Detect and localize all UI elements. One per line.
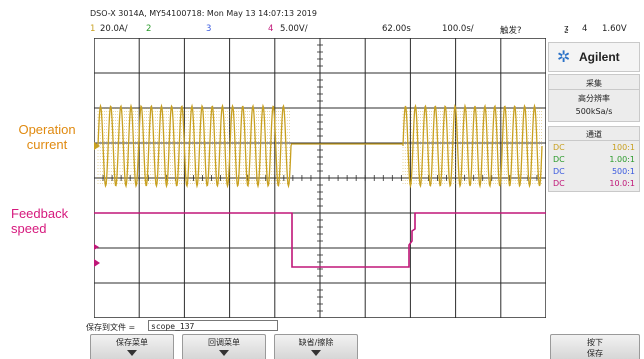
down-arrow-icon (219, 350, 229, 356)
ch2-coupling: DC (553, 155, 565, 164)
ch4-coupling: DC (553, 179, 565, 188)
ch4-number: 4 (268, 24, 274, 34)
operation-current-line1: Operation (18, 122, 76, 137)
brand-name: Agilent (579, 50, 620, 64)
default-erase-softkey[interactable]: 缺省/擦除 (274, 334, 358, 359)
ch1-probe-ratio: 100:1 (611, 143, 635, 152)
channel1-ground-marker[interactable] (94, 142, 100, 150)
channels-title: 通道 (549, 129, 639, 141)
press-to-save-softkey[interactable]: 按下 保存 (550, 334, 640, 359)
trigger-slope-icon: ƺ (564, 24, 569, 34)
default-erase-label: 缺省/擦除 (298, 338, 334, 347)
channels-panel[interactable]: 通道 DC 100:1 DC 1.00:1 DC 500:1 DC 10.0:1 (548, 126, 640, 192)
grid-lines (94, 38, 546, 318)
trigger-level: 1.60V (602, 24, 627, 34)
brand-panel: ✲ Agilent (548, 42, 640, 72)
channel4-ground-marker[interactable] (94, 259, 100, 267)
channel-row-2[interactable]: DC 1.00:1 (553, 155, 635, 166)
recall-menu-label: 回调菜单 (208, 338, 240, 347)
time-offset: 62.00s (382, 24, 411, 34)
trigger-source-number: 4 (582, 24, 588, 34)
channel-row-1[interactable]: DC 100:1 (553, 143, 635, 154)
ch2-probe-ratio: 1.00:1 (609, 155, 635, 164)
ch4-probe-ratio: 10.0:1 (609, 179, 635, 188)
down-arrow-icon (127, 350, 137, 356)
save-to-file-label: 保存到文件 = (86, 323, 136, 332)
down-arrow-icon (311, 350, 321, 356)
file-name-field[interactable]: scope_137 (148, 320, 278, 331)
ch3-probe-ratio: 500:1 (611, 167, 635, 176)
channel-row-3[interactable]: DC 500:1 (553, 167, 635, 178)
ch2-number: 2 (146, 24, 152, 34)
agilent-spark-icon: ✲ (557, 47, 571, 66)
acquire-title: 采集 (549, 78, 639, 90)
feedback-speed-line1: Feedback (11, 206, 69, 221)
oscilloscope-graticule[interactable] (94, 38, 546, 318)
trigger-status: 触发? (500, 26, 522, 36)
save-label: 保存 (587, 349, 603, 358)
trigger-level-marker[interactable] (94, 244, 99, 250)
channel-row-4[interactable]: DC 10.0:1 (553, 179, 635, 190)
press-label: 按下 (587, 338, 603, 347)
operation-current-line2: current (26, 137, 68, 152)
channel1-current-trace (97, 103, 543, 189)
ch1-number: 1 (90, 24, 96, 34)
time-scale: 100.0s/ (442, 24, 474, 34)
sample-rate: 500kSa/s (575, 107, 613, 116)
save-menu-softkey[interactable]: 保存菜单 (90, 334, 174, 359)
save-menu-label: 保存菜单 (116, 338, 148, 347)
ch3-number: 3 (206, 24, 212, 34)
feedback-speed-line2: speed (11, 221, 47, 236)
acquire-mode: 高分辨率 (578, 94, 610, 103)
channel-status-bar: 1 20.0A/ 2 3 4 5.00V/ 62.00s 100.0s/ 触发? (84, 24, 540, 36)
acquire-panel[interactable]: 采集 高分辨率 500kSa/s (548, 74, 640, 122)
channel-ground-markers (94, 142, 100, 267)
ch1-coupling: DC (553, 143, 565, 152)
ch1-scale: 20.0A/ (100, 24, 128, 34)
channel4-speed-trace (94, 212, 546, 268)
scope-model-info: DSO-X 3014A, MY54100718: Mon May 13 14:0… (90, 9, 317, 18)
operation-current-label: Operation current (7, 122, 87, 152)
recall-menu-softkey[interactable]: 回调菜单 (182, 334, 266, 359)
ch4-scale: 5.00V/ (280, 24, 308, 34)
ch3-coupling: DC (553, 167, 565, 176)
feedback-speed-label: Feedback speed (11, 206, 68, 236)
